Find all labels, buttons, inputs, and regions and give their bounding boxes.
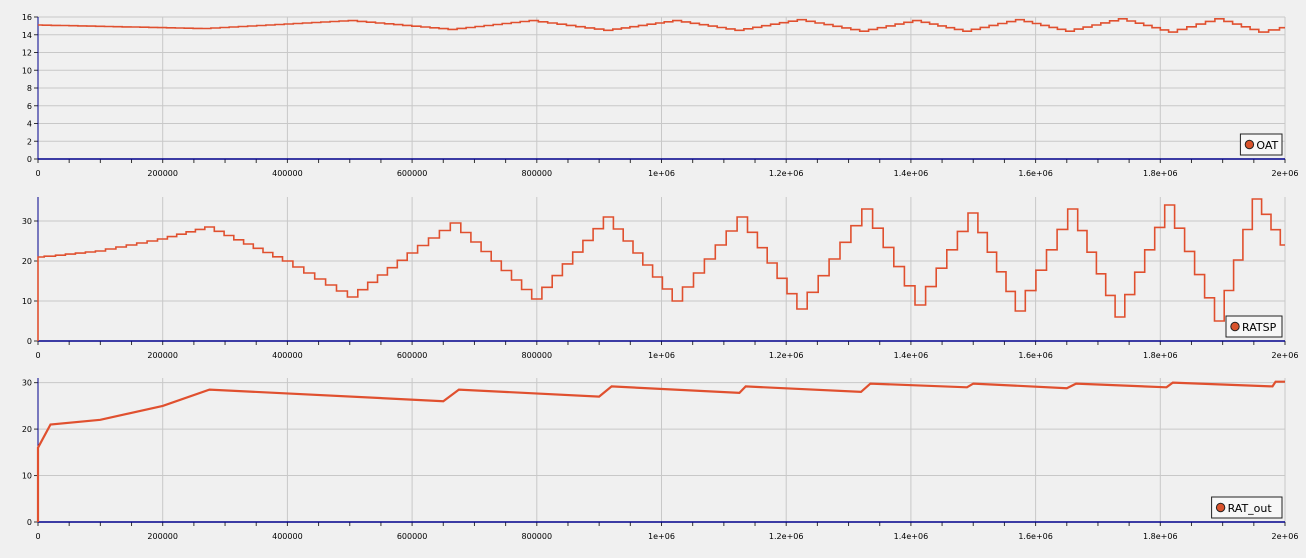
y-tick-label: 20 — [22, 257, 32, 266]
x-tick-label: 200000 — [147, 351, 178, 360]
legend-label: OAT — [1256, 139, 1278, 152]
x-tick-label: 400000 — [272, 532, 303, 541]
x-tick-label: 200000 — [147, 532, 178, 541]
x-tick-label: 200000 — [147, 169, 178, 178]
chart-panel-2: 0 200000 400000 600000 800000 1e+06 1.2e+06 1.4… — [22, 197, 1299, 360]
x-tick-label: 1.8e+06 — [1143, 169, 1178, 178]
x-tick-label: 1.4e+06 — [894, 532, 929, 541]
x-tick-label: 1.8e+06 — [1143, 351, 1178, 360]
legend: RAT_out — [1211, 496, 1283, 519]
legend-marker-icon — [1215, 502, 1226, 513]
x-tick-label: 1.6e+06 — [1018, 351, 1053, 360]
x-tick-label: 1.2e+06 — [769, 351, 804, 360]
y-tick-label: 4 — [27, 120, 32, 129]
y-tick-label: 30 — [22, 379, 32, 388]
x-tick-label: 600000 — [397, 351, 428, 360]
legend-box — [1225, 315, 1283, 338]
y-tick-label: 20 — [22, 425, 32, 434]
x-tick-label: 1.8e+06 — [1143, 532, 1178, 541]
x-tick-label: 2e+06 — [1272, 169, 1299, 178]
x-tick-label: 1e+06 — [648, 169, 675, 178]
y-tick-label: 16 — [22, 13, 32, 22]
legend: OAT — [1239, 133, 1283, 156]
legend-marker-icon — [1244, 139, 1255, 150]
x-tick-label: 0 — [35, 169, 40, 178]
x-tick-label: 1.4e+06 — [894, 351, 929, 360]
x-tick-label: 2e+06 — [1272, 351, 1299, 360]
x-tick-label: 1.6e+06 — [1018, 169, 1053, 178]
chart-panel-1: 0 200000 400000 600000 800000 1e+06 1.2e+06 1.4… — [22, 13, 1299, 178]
x-tick-label: 600000 — [397, 169, 428, 178]
series-line-ratsp — [37, 198, 1285, 341]
series-line-rat-out — [36, 380, 1285, 522]
y-tick-label: 8 — [27, 84, 32, 93]
y-tick-label: 0 — [27, 337, 32, 346]
y-tick-label: 10 — [22, 472, 32, 481]
x-tick-label: 600000 — [397, 532, 428, 541]
y-tick-label: 0 — [27, 518, 32, 527]
x-tick-label: 800000 — [522, 169, 553, 178]
x-tick-label: 1e+06 — [648, 532, 675, 541]
x-tick-label: 400000 — [272, 169, 303, 178]
legend-marker-icon — [1230, 321, 1240, 332]
x-tick-label: 1.2e+06 — [769, 169, 804, 178]
y-tick-label: 6 — [27, 102, 32, 111]
y-tick-label: 14 — [22, 31, 32, 40]
legend: RATSP — [1225, 315, 1283, 338]
x-tick-label: 1.6e+06 — [1018, 532, 1053, 541]
series-line-oat — [38, 17, 1285, 33]
x-tick-label: 800000 — [522, 532, 553, 541]
x-tick-label: 2e+06 — [1272, 532, 1299, 541]
y-tick-label: 0 — [27, 155, 32, 164]
y-tick-label: 12 — [22, 49, 32, 58]
x-tick-label: 400000 — [272, 351, 303, 360]
x-tick-label: 1.4e+06 — [894, 169, 929, 178]
x-tick-label: 0 — [35, 351, 40, 360]
legend-label: RAT_out — [1228, 502, 1273, 515]
x-tick-label: 1e+06 — [648, 351, 675, 360]
legend-box — [1211, 496, 1283, 519]
y-tick-label: 10 — [22, 297, 32, 306]
y-tick-label: 30 — [22, 217, 32, 226]
legend-box — [1239, 133, 1283, 156]
x-tick-label: 0 — [35, 532, 40, 541]
legend-label: RATSP — [1242, 321, 1277, 334]
x-tick-label: 800000 — [522, 351, 553, 360]
chart-panel-3: 0 200000 400000 600000 800000 1e+06 1.2e+06 1.4… — [22, 378, 1299, 541]
y-tick-label: 2 — [27, 137, 32, 146]
x-tick-label: 1.2e+06 — [769, 532, 804, 541]
y-tick-label: 10 — [22, 66, 32, 75]
